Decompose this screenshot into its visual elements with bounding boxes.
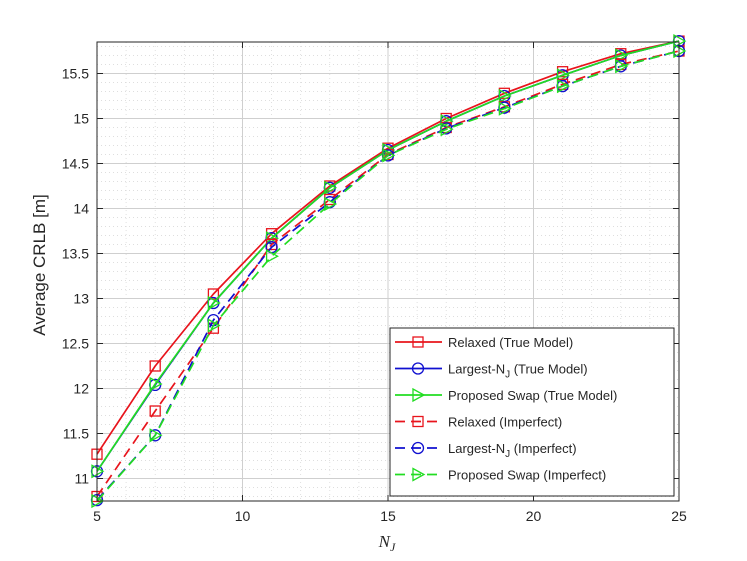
x-tick-label: 15 [380,508,396,524]
data-point-marker [615,59,629,74]
data-point-marker [411,441,425,455]
legend-label-subscript: J [505,370,510,381]
data-point-marker [149,360,161,372]
data-point-marker [615,48,629,63]
legend-label: Relaxed (Imperfect) [448,415,562,430]
legend-entry: Largest-NJ (True Model) [395,362,588,381]
y-tick-label: 13.5 [62,246,89,262]
x-tick-label: 10 [235,508,251,524]
legend-label-name: Largest-N [448,362,505,377]
legend: Relaxed (True Model)Largest-NJ (True Mod… [389,327,675,497]
legend-label: Largest-NJ (True Model) [448,362,588,381]
legend-entry: Relaxed (Imperfect) [395,415,562,430]
y-tick-label: 11 [74,471,89,487]
series-layer [90,34,687,509]
series-line [96,50,680,502]
y-tick-label: 15.5 [62,66,89,82]
legend-entry: Largest-NJ (Imperfect) [395,441,577,460]
y-tick-label: 15 [73,111,89,127]
data-point-marker [412,467,426,482]
x-tick-label: 25 [671,508,687,524]
legend-box [389,327,675,497]
y-tick-label: 11.5 [63,426,89,442]
axes: 5 10 15 20 25 11 11.5 12 12.5 13 13.5 14 14.5 15 15.5 [62,41,687,524]
legend-entry: Proposed Swap (True Model) [395,387,617,403]
data-point-marker [498,101,512,116]
legend-label-suffix: (Imperfect) [510,441,576,456]
series-line [96,40,680,455]
series-6 [91,43,687,509]
data-point-marker [149,405,161,417]
legend-label-subscript: J [505,449,510,460]
x-axis-label: NJ [378,532,396,554]
data-point-marker [411,362,425,375]
data-point-marker [556,79,570,94]
legend-label: Largest-NJ (Imperfect) [448,441,577,460]
legend-label-name: Relaxed (True Model) [448,335,573,350]
y-tick-label: 14 [73,201,89,217]
legend-label: Proposed Swap (True Model) [448,388,617,403]
data-point-marker [382,148,396,163]
y-tick-label: 12 [73,381,89,397]
legend-label-name: Largest-N [448,441,505,456]
legend-label-name: Proposed Swap (Imperfect) [448,468,606,483]
legend-label: Proposed Swap (Imperfect) [448,468,606,483]
data-point-marker [440,114,454,129]
legend-entry: Proposed Swap (Imperfect) [395,467,606,483]
y-axis-label: Average CRLB [m] [30,194,49,335]
data-point-marker [265,249,279,264]
x-tick-label: 20 [526,508,542,524]
x-axis-label-main: N [378,532,392,551]
x-tick-label: 5 [93,508,101,524]
data-point-marker [207,295,221,311]
data-point-marker [556,68,570,83]
legend-entry: Relaxed (True Model) [395,335,573,350]
data-point-marker [324,196,338,212]
x-axis-label-subscript: J [390,540,396,554]
legend-label-name: Relaxed (Imperfect) [448,415,562,430]
legend-label: Relaxed (True Model) [448,335,573,350]
data-point-marker [149,376,163,392]
data-point-marker [440,122,454,137]
data-point-marker [324,180,338,195]
legend-label-name: Proposed Swap (True Model) [448,388,617,403]
y-tick-label: 13 [73,291,89,307]
data-point-marker [412,415,424,428]
y-tick-label: 14.5 [62,156,89,172]
data-point-marker [412,336,424,348]
y-tick-label: 12.5 [62,336,89,352]
data-point-marker [412,387,426,403]
legend-label-suffix: (True Model) [510,362,588,377]
data-point-marker [207,318,221,333]
data-point-marker [149,428,163,443]
data-point-marker [498,88,512,104]
